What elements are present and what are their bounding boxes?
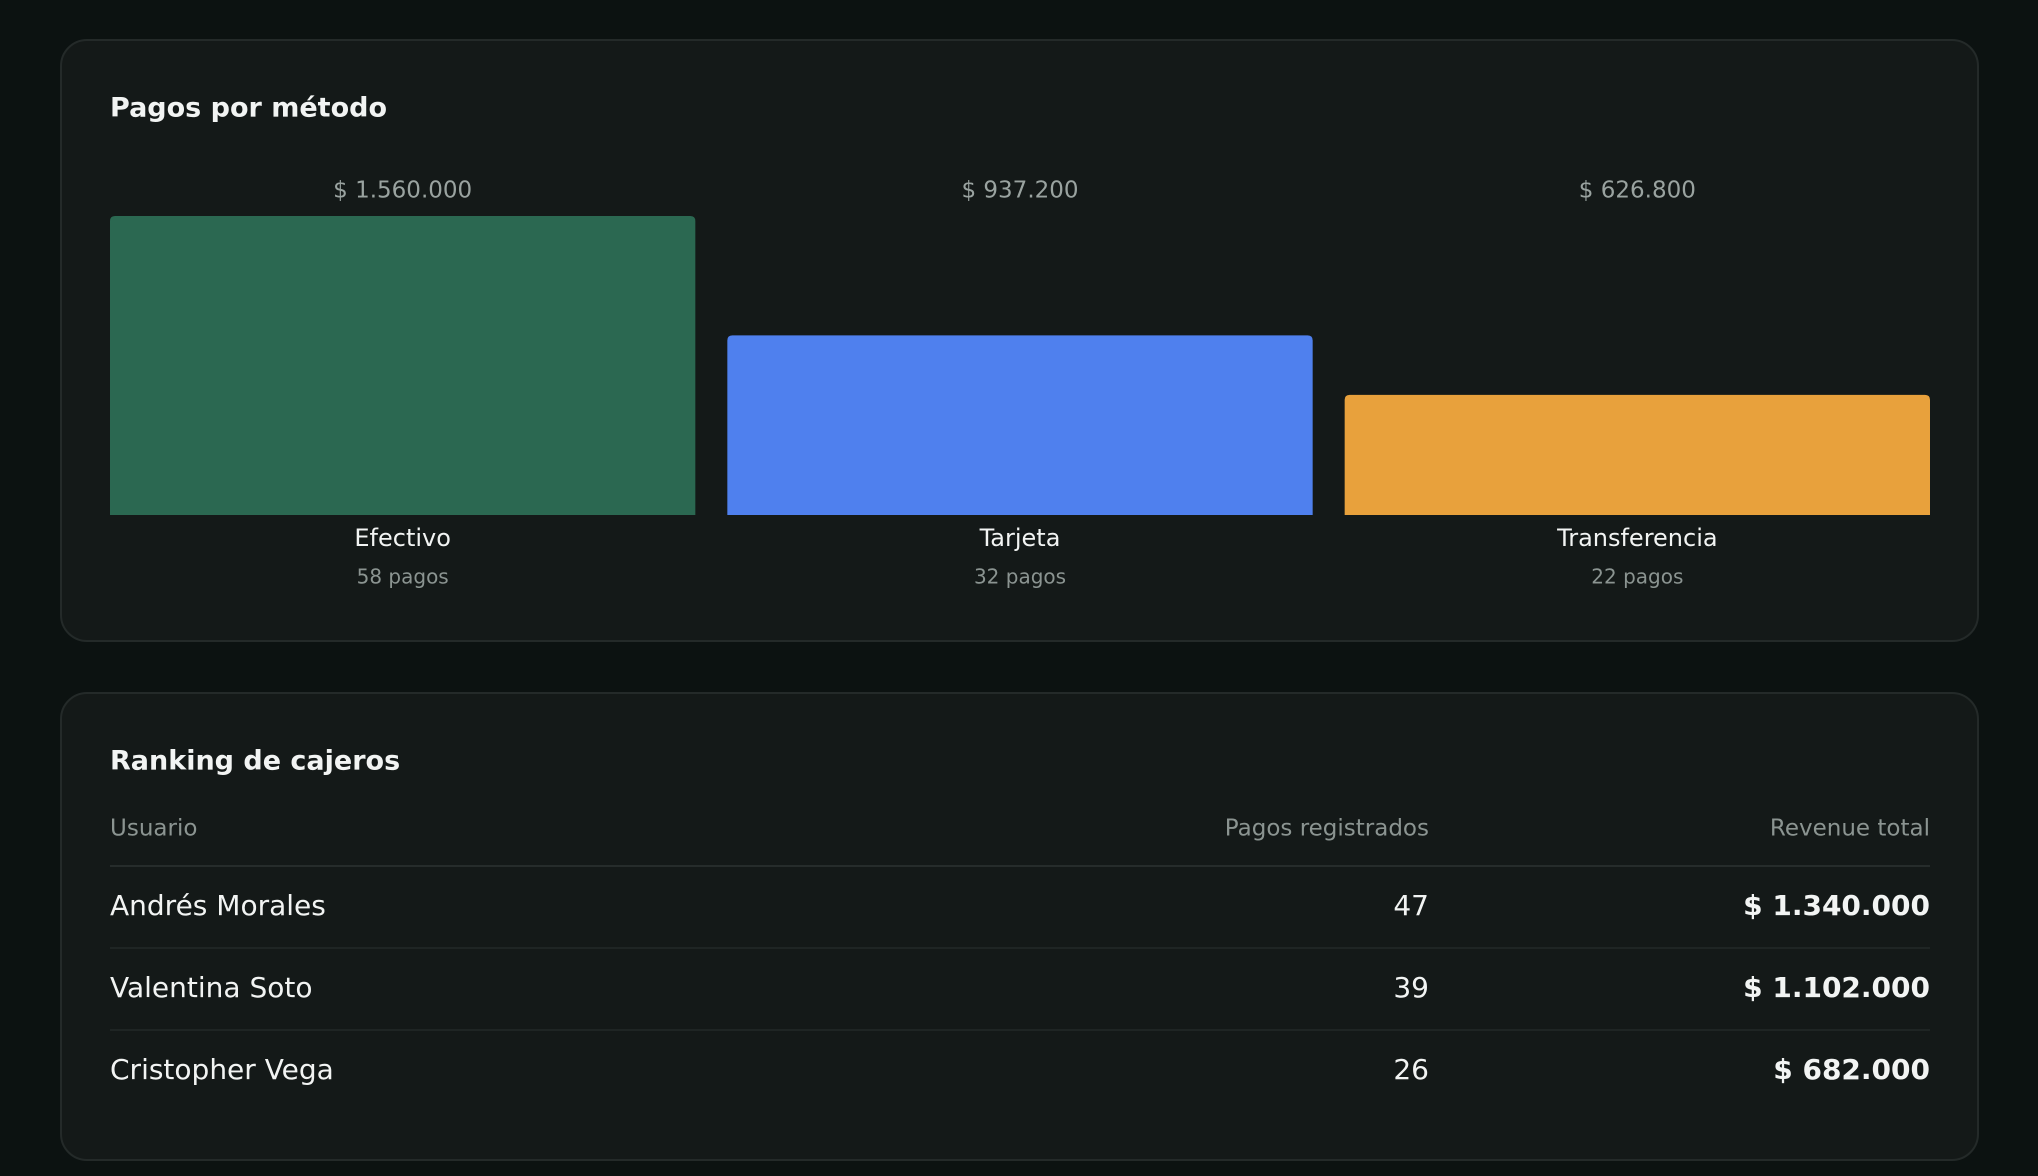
bar: [1344, 394, 1930, 515]
value-label: $ 937.200: [961, 178, 1078, 204]
table-cell: $ 682.000: [1773, 1053, 1930, 1086]
table-title: Ranking de cajeros: [110, 746, 400, 777]
category-label: Efectivo: [354, 524, 451, 552]
chart-title: Pagos por método: [110, 93, 387, 124]
table-cell: Valentina Soto: [110, 971, 312, 1004]
table-header: Pagos registrados: [1225, 816, 1429, 842]
sublabel: 22 pagos: [1591, 565, 1683, 589]
sublabel: 32 pagos: [974, 565, 1066, 589]
table-cell: $ 1.340.000: [1743, 889, 1930, 922]
value-label: $ 1.560.000: [333, 178, 472, 204]
table-cell: Andrés Morales: [110, 889, 326, 922]
category-label: Transferencia: [1556, 524, 1718, 552]
table-cell: 26: [1393, 1053, 1429, 1086]
category-label: Tarjeta: [979, 524, 1061, 552]
bar: [110, 216, 696, 515]
table-cell: 47: [1393, 889, 1429, 922]
table-cell: $ 1.102.000: [1743, 971, 1930, 1004]
table-card: [60, 692, 1979, 1161]
table-header: Usuario: [110, 816, 197, 842]
value-label: $ 626.800: [1579, 178, 1696, 204]
table-cell: Cristopher Vega: [110, 1053, 334, 1086]
table-header: Revenue total: [1770, 816, 1930, 842]
table-cell: 39: [1393, 971, 1429, 1004]
sublabel: 58 pagos: [357, 565, 449, 589]
bar: [727, 335, 1313, 515]
